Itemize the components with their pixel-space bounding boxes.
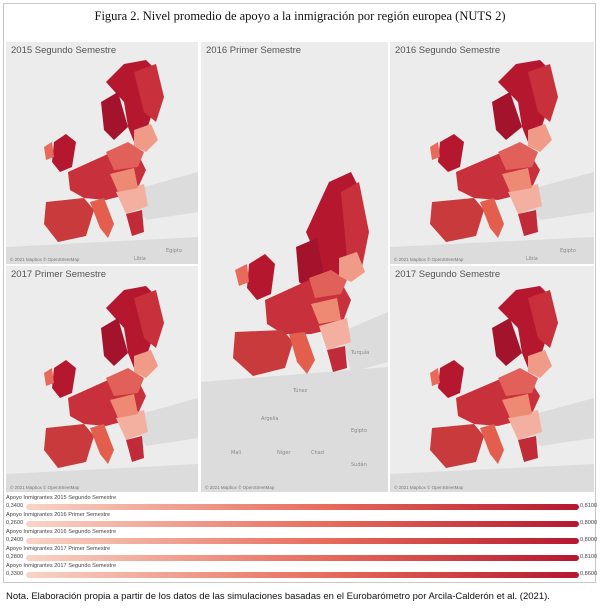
legend-2016-s2: Apoyo Inmigrantes 2016 Segundo Semestre …	[6, 529, 598, 546]
legend-color-bar	[26, 521, 579, 527]
map-place-label: Egipto	[351, 428, 367, 434]
europe-choropleth-map	[390, 266, 594, 492]
legend-color-bar	[26, 538, 579, 544]
map-attribution: © 2021 Mapbox © OpenStreetMap	[205, 485, 275, 490]
legend-max: 0,8000	[580, 520, 598, 526]
legend-min: 0,2400	[6, 537, 24, 543]
map-panel-2016-s1: Argelia Túnez Turquía Egipto Sudán Chad …	[201, 42, 388, 492]
legend-2017-s2: Apoyo Inmigrantes 2017 Segundo Semestre …	[6, 563, 598, 580]
map-attribution: © 2021 Mapbox © OpenStreetMap	[10, 257, 80, 262]
legend-title: Apoyo Inmigrantes 2016 Segundo Semestre	[6, 529, 117, 535]
legend-2017-s1: Apoyo Inmigrantes 2017 Primer Semestre 0…	[6, 546, 598, 563]
legend-max: 0,8000	[580, 537, 598, 543]
map-place-label: Egipto	[560, 248, 576, 254]
legend-min: 0,2800	[6, 554, 24, 560]
panel-title: 2015 Segundo Semestre	[11, 45, 117, 56]
map-place-label: Turquía	[350, 349, 369, 356]
map-place-label: Sudán	[351, 461, 367, 468]
legend-max: 0,8100	[580, 554, 598, 560]
figure-note: Nota. Elaboración propia a partir de los…	[6, 591, 550, 602]
legend-2016-s1: Apoyo Inmigrantes 2016 Primer Semestre 0…	[6, 512, 598, 529]
map-place-label: Egipto	[166, 248, 182, 254]
europe-choropleth-map: Argelia Túnez Turquía Egipto Sudán Chad …	[201, 42, 388, 492]
map-panel-2016-s2: Libia Egipto 2016 Segundo Semestre © 202…	[390, 42, 594, 264]
europe-choropleth-map: Libia Egipto	[6, 42, 198, 264]
legend-max: 0,8100	[580, 503, 598, 509]
panel-title: 2016 Primer Semestre	[206, 45, 302, 56]
legend-color-bar	[26, 572, 579, 578]
map-panel-2015-s2: Libia Egipto 2015 Segundo Semestre © 202…	[6, 42, 198, 264]
map-panel-2017-s1: 2017 Primer Semestre © 2021 Mapbox © Ope…	[6, 266, 198, 492]
legend-title: Apoyo Inmigrantes 2017 Primer Semestre	[6, 546, 111, 552]
map-attribution: © 2021 Mapbox © OpenStreetMap	[394, 257, 464, 262]
legend-color-bar	[26, 504, 579, 510]
legend-title: Apoyo Inmigrantes 2015 Segundo Semestre	[6, 495, 117, 501]
legend-min: 0,3400	[6, 503, 24, 509]
legend-color-bar	[26, 555, 579, 561]
europe-choropleth-map	[6, 266, 198, 492]
panel-title: 2017 Segundo Semestre	[395, 269, 501, 280]
legend-min: 0,2600	[6, 520, 24, 526]
map-panel-2017-s2: 2017 Segundo Semestre © 2021 Mapbox © Op…	[390, 266, 594, 492]
legend-title: Apoyo Inmigrantes 2016 Primer Semestre	[6, 512, 111, 518]
map-place-label: Argelia	[261, 416, 278, 422]
panel-title: 2017 Primer Semestre	[11, 269, 107, 280]
map-place-label: Níger	[277, 449, 291, 456]
map-place-label: Mali	[231, 450, 241, 456]
map-place-label: Túnez	[292, 387, 308, 394]
legend-title: Apoyo Inmigrantes 2017 Segundo Semestre	[6, 563, 117, 569]
legend-max: 0,8600	[580, 571, 598, 577]
legend-2015-s2: Apoyo Inmigrantes 2015 Segundo Semestre …	[6, 495, 598, 512]
map-attribution: © 2021 Mapbox © OpenStreetMap	[10, 485, 80, 490]
panel-title: 2016 Segundo Semestre	[395, 45, 501, 56]
map-place-label: Libia	[134, 256, 146, 262]
figure-title: Figura 2. Nivel promedio de apoyo a la i…	[94, 9, 506, 23]
map-place-label: Libia	[526, 256, 538, 262]
europe-choropleth-map: Libia Egipto	[390, 42, 594, 264]
legend-min: 0,3300	[6, 571, 24, 577]
map-place-label: Chad	[311, 450, 324, 456]
map-attribution: © 2021 Mapbox © OpenStreetMap	[394, 485, 464, 490]
